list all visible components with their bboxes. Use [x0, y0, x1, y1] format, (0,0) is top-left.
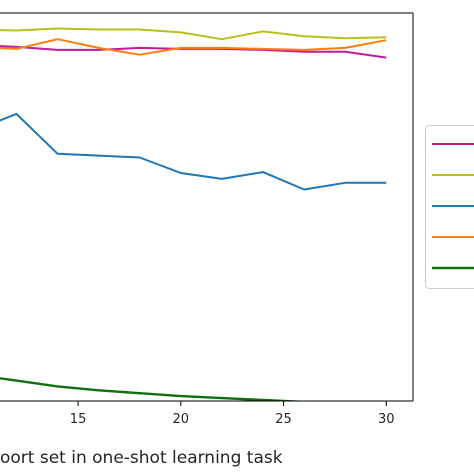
- x-tick-label: 15: [70, 412, 87, 427]
- x-tick-label: 25: [275, 412, 292, 427]
- x-tick-label: 20: [173, 412, 190, 427]
- series-line-4: [0, 38, 387, 56]
- plot-lines: [0, 27, 387, 401]
- series-line-2: [0, 27, 387, 41]
- series-line-1: [0, 45, 387, 59]
- series-line-3: [0, 112, 387, 191]
- axes-frame: [0, 12, 414, 402]
- x-axis-label: oort set in one-shot learning task: [0, 448, 283, 468]
- legend: [425, 125, 474, 289]
- x-tick-label: 30: [378, 412, 395, 427]
- series-line-5: [0, 377, 314, 401]
- x-axis-ticks: 15 20 25 30: [70, 401, 395, 427]
